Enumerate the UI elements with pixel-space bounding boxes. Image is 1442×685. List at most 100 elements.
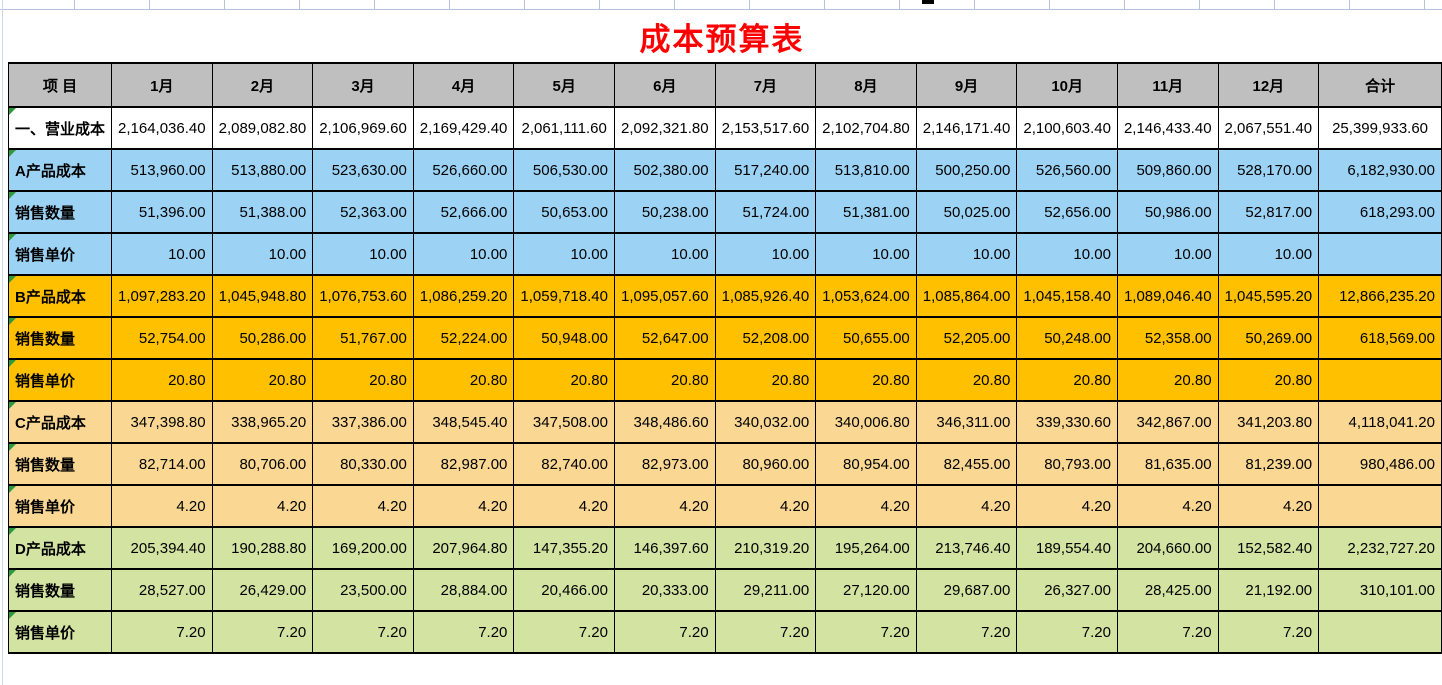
data-cell[interactable]: 210,319.20: [714, 526, 817, 570]
data-cell[interactable]: 51,396.00: [111, 190, 213, 234]
row-label-cell[interactable]: 销售数量: [7, 190, 113, 234]
data-cell[interactable]: 10.00: [412, 232, 515, 276]
data-cell[interactable]: 4.20: [111, 484, 213, 528]
data-cell[interactable]: 513,960.00: [111, 148, 213, 192]
data-cell[interactable]: 10.00: [513, 232, 615, 276]
data-cell[interactable]: 347,508.00: [513, 400, 615, 444]
column-header[interactable]: 5月: [513, 62, 615, 108]
data-cell[interactable]: 10.00: [312, 232, 414, 276]
data-cell[interactable]: 50,653.00: [513, 190, 615, 234]
data-cell[interactable]: 338,965.20: [211, 400, 314, 444]
data-cell[interactable]: 4.20: [412, 484, 515, 528]
data-cell[interactable]: 51,388.00: [211, 190, 314, 234]
data-cell[interactable]: 50,986.00: [1116, 190, 1219, 234]
data-cell[interactable]: 509,860.00: [1116, 148, 1219, 192]
data-cell[interactable]: 28,425.00: [1116, 568, 1219, 612]
data-cell[interactable]: 27,120.00: [815, 568, 917, 612]
data-cell[interactable]: 20.80: [513, 358, 615, 402]
data-cell[interactable]: 10.00: [211, 232, 314, 276]
total-cell[interactable]: 980,486.00: [1318, 442, 1442, 486]
data-cell[interactable]: 146,397.60: [613, 526, 716, 570]
column-header[interactable]: 11月: [1116, 62, 1219, 108]
data-cell[interactable]: 339,330.60: [1016, 400, 1118, 444]
data-cell[interactable]: 526,660.00: [412, 148, 515, 192]
data-cell[interactable]: 347,398.80: [111, 400, 213, 444]
data-cell[interactable]: 1,076,753.60: [312, 274, 414, 318]
data-cell[interactable]: 348,545.40: [412, 400, 515, 444]
data-cell[interactable]: 80,706.00: [211, 442, 314, 486]
data-cell[interactable]: 513,810.00: [815, 148, 917, 192]
column-header[interactable]: 4月: [412, 62, 515, 108]
total-cell[interactable]: 618,293.00: [1318, 190, 1442, 234]
data-cell[interactable]: 29,211.00: [714, 568, 817, 612]
data-cell[interactable]: 513,880.00: [211, 148, 314, 192]
data-cell[interactable]: 20.80: [1116, 358, 1219, 402]
data-cell[interactable]: 81,635.00: [1116, 442, 1219, 486]
data-cell[interactable]: 348,486.60: [613, 400, 716, 444]
data-cell[interactable]: 50,238.00: [613, 190, 716, 234]
data-cell[interactable]: 7.20: [1116, 610, 1219, 654]
data-cell[interactable]: 528,170.00: [1217, 148, 1320, 192]
data-cell[interactable]: 340,032.00: [714, 400, 817, 444]
data-cell[interactable]: 20.80: [1016, 358, 1118, 402]
data-cell[interactable]: 28,527.00: [111, 568, 213, 612]
data-cell[interactable]: 4.20: [312, 484, 414, 528]
data-cell[interactable]: 1,085,926.40: [714, 274, 817, 318]
data-cell[interactable]: 4.20: [1217, 484, 1320, 528]
data-cell[interactable]: 4.20: [915, 484, 1018, 528]
data-cell[interactable]: 341,203.80: [1217, 400, 1320, 444]
data-cell[interactable]: 342,867.00: [1116, 400, 1219, 444]
column-header[interactable]: 7月: [714, 62, 817, 108]
column-header[interactable]: 9月: [915, 62, 1018, 108]
data-cell[interactable]: 20.80: [1217, 358, 1320, 402]
data-cell[interactable]: 1,097,283.20: [111, 274, 213, 318]
data-cell[interactable]: 23,500.00: [312, 568, 414, 612]
data-cell[interactable]: 20.80: [211, 358, 314, 402]
data-cell[interactable]: 50,269.00: [1217, 316, 1320, 360]
data-cell[interactable]: 1,045,948.80: [211, 274, 314, 318]
data-cell[interactable]: 1,053,624.00: [815, 274, 917, 318]
total-cell[interactable]: [1318, 232, 1442, 276]
data-cell[interactable]: 7.20: [714, 610, 817, 654]
data-cell[interactable]: 52,666.00: [412, 190, 515, 234]
data-cell[interactable]: 1,059,718.40: [513, 274, 615, 318]
data-cell[interactable]: 2,061,111.60: [513, 106, 615, 150]
data-cell[interactable]: 20.80: [613, 358, 716, 402]
data-cell[interactable]: 7.20: [815, 610, 917, 654]
total-cell[interactable]: 310,101.00: [1318, 568, 1442, 612]
data-cell[interactable]: 20,333.00: [613, 568, 716, 612]
row-label-cell[interactable]: B产品成本: [7, 274, 113, 318]
column-header[interactable]: 6月: [613, 62, 716, 108]
data-cell[interactable]: 10.00: [111, 232, 213, 276]
data-cell[interactable]: 29,687.00: [915, 568, 1018, 612]
row-label-cell[interactable]: 销售单价: [7, 484, 113, 528]
data-cell[interactable]: 346,311.00: [915, 400, 1018, 444]
data-cell[interactable]: 7.20: [412, 610, 515, 654]
data-cell[interactable]: 52,208.00: [714, 316, 817, 360]
data-cell[interactable]: 10.00: [714, 232, 817, 276]
data-cell[interactable]: 82,740.00: [513, 442, 615, 486]
data-cell[interactable]: 7.20: [111, 610, 213, 654]
data-cell[interactable]: 52,656.00: [1016, 190, 1118, 234]
data-cell[interactable]: 213,746.40: [915, 526, 1018, 570]
data-cell[interactable]: 26,429.00: [211, 568, 314, 612]
total-cell[interactable]: 6,182,930.00: [1318, 148, 1442, 192]
data-cell[interactable]: 20.80: [714, 358, 817, 402]
column-header[interactable]: 8月: [815, 62, 917, 108]
data-cell[interactable]: 517,240.00: [714, 148, 817, 192]
data-cell[interactable]: 1,095,057.60: [613, 274, 716, 318]
total-cell[interactable]: [1318, 358, 1442, 402]
data-cell[interactable]: 500,250.00: [915, 148, 1018, 192]
column-header-item[interactable]: 项 目: [7, 62, 113, 108]
data-cell[interactable]: 207,964.80: [412, 526, 515, 570]
data-cell[interactable]: 51,724.00: [714, 190, 817, 234]
data-cell[interactable]: 7.20: [915, 610, 1018, 654]
data-cell[interactable]: 2,100,603.40: [1016, 106, 1118, 150]
data-cell[interactable]: 10.00: [1217, 232, 1320, 276]
data-cell[interactable]: 7.20: [211, 610, 314, 654]
data-cell[interactable]: 190,288.80: [211, 526, 314, 570]
data-cell[interactable]: 4.20: [211, 484, 314, 528]
total-cell[interactable]: [1318, 484, 1442, 528]
data-cell[interactable]: 10.00: [613, 232, 716, 276]
data-cell[interactable]: 20.80: [412, 358, 515, 402]
